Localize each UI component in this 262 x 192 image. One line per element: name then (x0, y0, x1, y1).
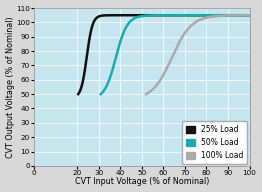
25% Load (248, 14, 251, 16)
25% Load (137, 14, 140, 16)
100% Load (242, 14, 245, 17)
25% Load (132, 14, 135, 16)
100% Load (242, 14, 245, 17)
100% Load (248, 14, 251, 16)
50% Load (242, 14, 245, 16)
Line: 25% Load: 25% Load (78, 15, 249, 94)
50% Load (202, 14, 205, 16)
50% Load (132, 18, 135, 20)
Y-axis label: CVT Output Voltage (% of Nominal): CVT Output Voltage (% of Nominal) (6, 16, 15, 158)
25% Load (202, 14, 205, 16)
50% Load (137, 16, 140, 18)
Legend: 25% Load, 50% Load, 100% Load: 25% Load, 50% Load, 100% Load (182, 121, 247, 164)
25% Load (242, 14, 245, 16)
50% Load (242, 14, 245, 16)
Line: 50% Load: 50% Load (101, 15, 249, 94)
X-axis label: CVT Input Voltage (% of Nominal): CVT Input Voltage (% of Nominal) (75, 177, 209, 186)
50% Load (248, 14, 251, 16)
25% Load (242, 14, 245, 16)
100% Load (202, 17, 205, 20)
Line: 100% Load: 100% Load (146, 15, 249, 94)
